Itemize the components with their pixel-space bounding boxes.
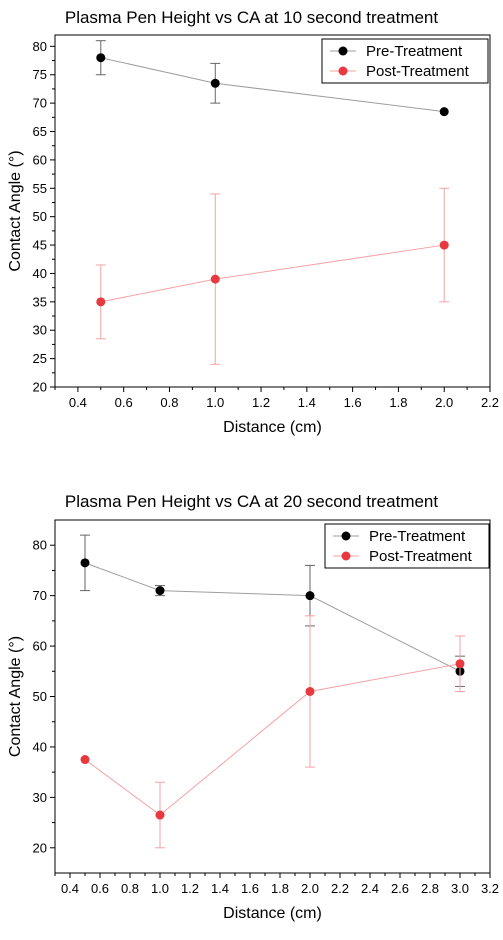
legend-box (321, 38, 489, 84)
y-tick-label: 40 (33, 739, 47, 754)
plot-frame (54, 519, 491, 874)
x-tick-label: 2.2 (331, 881, 349, 896)
y-tick-label: 50 (33, 689, 47, 704)
chart-svg: 0.4 0.6 0.8 1.0 1.2 1.4 1.6 1.8 2.0 2.2 2.4 2.6 2.8 3… (7, 519, 499, 922)
chart-title: Plasma Pen Height vs CA at 20 second tre… (64, 492, 439, 511)
x-tick-label: 1.0 (206, 395, 224, 410)
y-tick-label: 60 (33, 639, 47, 654)
x-tick-label: 1.2 (252, 395, 270, 410)
y-tick-label: 45 (33, 238, 47, 253)
y-tick-label: 65 (33, 124, 47, 139)
data-point (210, 274, 220, 284)
x-tick-label: 1.6 (344, 395, 362, 410)
x-tick-label: 2.0 (301, 881, 319, 896)
x-axis-title: Distance (cm) (223, 419, 322, 436)
x-tick-label: 0.8 (160, 395, 178, 410)
legend-marker (338, 46, 348, 56)
x-tick-label: 2.4 (361, 881, 379, 896)
x-tick-label: 2.0 (435, 395, 453, 410)
legend-label: Post-Treatment (366, 63, 470, 80)
y-tick-label: 25 (33, 351, 47, 366)
x-tick-label: 1.8 (271, 881, 289, 896)
legend-marker (338, 66, 348, 76)
legend: Pre-Treatment Post-Treatment (321, 38, 489, 84)
x-axis-title: Distance (cm) (223, 905, 322, 922)
data-point (455, 659, 465, 669)
x-tick-label: 1.0 (151, 881, 169, 896)
y-tick-label: 75 (33, 67, 47, 82)
chart-10-second: Plasma Pen Height vs CA at 10 second tre… (0, 0, 503, 455)
series-line (100, 244, 445, 303)
y-tick-label: 50 (33, 209, 47, 224)
series-line (84, 663, 461, 816)
series-line (84, 562, 461, 672)
y-axis-title: Contact Angle (°) (7, 150, 24, 271)
x-tick-label: 0.6 (115, 395, 133, 410)
x-tick-label: 2.2 (481, 395, 499, 410)
data-point (80, 558, 90, 568)
y-tick-label: 30 (33, 323, 47, 338)
data-point (210, 78, 220, 88)
x-tick-label: 1.2 (181, 881, 199, 896)
data-point (305, 591, 315, 601)
legend-label: Pre-Treatment (369, 528, 466, 545)
x-tick-label: 1.4 (298, 395, 316, 410)
x-tick-label: 1.4 (211, 881, 229, 896)
x-tick-label: 3.2 (481, 881, 499, 896)
legend-marker (341, 551, 351, 561)
y-tick-label: 35 (33, 294, 47, 309)
x-tick-label: 0.6 (91, 881, 109, 896)
x-tick-label: 0.4 (69, 395, 87, 410)
data-point (305, 686, 315, 696)
y-tick-label: 70 (33, 588, 47, 603)
y-axis-title: Contact Angle (°) (7, 636, 24, 757)
series-post-treatment (80, 615, 465, 849)
x-tick-label: 2.8 (421, 881, 439, 896)
legend: Pre-Treatment Post-Treatment (324, 523, 490, 569)
legend-marker (341, 531, 351, 541)
x-tick-label: 1.6 (241, 881, 259, 896)
x-tick-label: 2.6 (391, 881, 409, 896)
data-point (96, 53, 106, 63)
plot-frame (54, 34, 491, 388)
y-tick-label: 55 (33, 181, 47, 196)
data-point (96, 297, 106, 307)
data-point (155, 586, 165, 596)
data-point (80, 755, 90, 765)
x-tick-label: 3.0 (451, 881, 469, 896)
chart-svg: 0.4 0.6 0.8 1.0 1.2 1.4 1.6 1.8 2.0 2.2 20 25 30 35 40… (7, 34, 499, 436)
x-tick-label: 1.8 (389, 395, 407, 410)
series-pre-treatment (80, 534, 465, 687)
y-tick-label: 60 (33, 152, 47, 167)
data-point (439, 240, 449, 250)
y-tick-label: 20 (33, 380, 47, 395)
data-point (155, 810, 165, 820)
chart-title: Plasma Pen Height vs CA at 10 second tre… (64, 8, 439, 27)
legend-label: Pre-Treatment (366, 43, 463, 60)
y-tick-label: 80 (33, 538, 47, 553)
series-post-treatment (95, 187, 450, 365)
y-tick-label: 40 (33, 266, 47, 281)
y-tick-label: 70 (33, 96, 47, 111)
y-tick-label: 20 (33, 840, 47, 855)
chart-20-second: Plasma Pen Height vs CA at 20 second tre… (0, 470, 503, 931)
x-tick-label: 0.4 (61, 881, 79, 896)
legend-label: Post-Treatment (369, 548, 473, 565)
data-point (439, 107, 449, 117)
y-tick-label: 30 (33, 790, 47, 805)
legend-box (324, 523, 490, 569)
series-pre-treatment (95, 40, 449, 117)
x-tick-label: 0.8 (121, 881, 139, 896)
y-tick-label: 80 (33, 39, 47, 54)
